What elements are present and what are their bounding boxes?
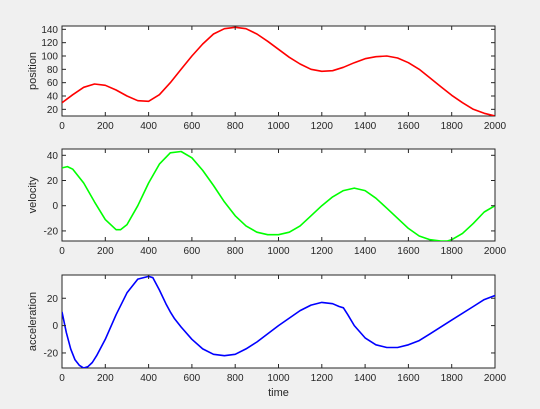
x-tick-label: 1200 [311,246,334,257]
axes-box [61,148,496,242]
x-tick-label: 1600 [397,121,420,132]
x-tick-label: 800 [227,246,244,257]
axes-box [61,274,496,369]
x-tick-label: 200 [97,121,114,132]
x-tick-label: 0 [59,373,65,384]
x-tick-label: 1200 [311,373,334,384]
x-tick-label: 200 [97,373,114,384]
x-tick-label: 1800 [441,373,464,384]
y-tick-label: 40 [47,151,59,162]
x-axis-label: time [268,387,289,399]
x-tick-label: 1000 [267,121,290,132]
x-tick-label: 0 [59,121,65,132]
x-tick-label: 400 [140,121,157,132]
y-tick-label: 20 [47,294,59,305]
y-axis-label: position [27,52,39,90]
x-tick-label: 600 [184,246,201,257]
y-tick-label: 80 [47,65,59,76]
x-tick-label: 200 [97,246,114,257]
x-tick-label: 600 [184,121,201,132]
acceleration-plot: 0 200 400 600 800 1000 1200 1400 1600 1800 2000-20… [27,274,507,399]
y-tick-label: 0 [52,321,58,332]
x-tick-label: 2000 [484,246,507,257]
y-tick-label: -20 [44,226,59,237]
x-tick-label: 1400 [354,246,377,257]
y-axis-label: velocity [27,176,39,213]
x-tick-label: 2000 [484,121,507,132]
x-tick-label: 1800 [441,246,464,257]
x-tick-label: 800 [227,121,244,132]
axes-box [61,25,496,117]
x-tick-label: 1600 [397,246,420,257]
x-tick-label: 600 [184,373,201,384]
x-tick-label: 800 [227,373,244,384]
x-tick-label: 1600 [397,373,420,384]
x-tick-label: 1400 [354,121,377,132]
y-tick-label: 20 [47,105,59,116]
y-tick-label: 100 [41,52,58,63]
position-plot: 0 200 400 600 800 1000 1200 1400 1600 1800 2000 20 4… [27,25,507,132]
subplot-container: 0 200 400 600 800 1000 1200 1400 1600 1800 2000204… [27,25,507,399]
x-tick-label: 1000 [267,246,290,257]
y-tick-label: 140 [41,25,58,36]
y-axis-label: acceleration [27,292,39,351]
y-tick-label: 20 [47,176,59,187]
series-line-0 [62,150,495,241]
y-tick-label: -20 [44,348,59,359]
x-tick-label: 1800 [441,121,464,132]
x-tick-label: 400 [140,246,157,257]
x-tick-label: 1200 [311,121,334,132]
series-line-0 [62,26,495,116]
y-tick-label: 0 [52,201,58,212]
y-tick-label: 120 [41,38,58,49]
series-line-0 [62,275,495,368]
y-tick-label: 60 [47,78,59,89]
x-tick-label: 1400 [354,373,377,384]
x-tick-label: 2000 [484,373,507,384]
velocity-plot: 0 200 400 600 800 1000 1200 1400 1600 1800 2000-20… [27,148,507,257]
x-tick-label: 0 [59,246,65,257]
x-tick-label: 1000 [267,373,290,384]
y-tick-label: 40 [47,92,59,103]
x-tick-label: 400 [140,373,157,384]
